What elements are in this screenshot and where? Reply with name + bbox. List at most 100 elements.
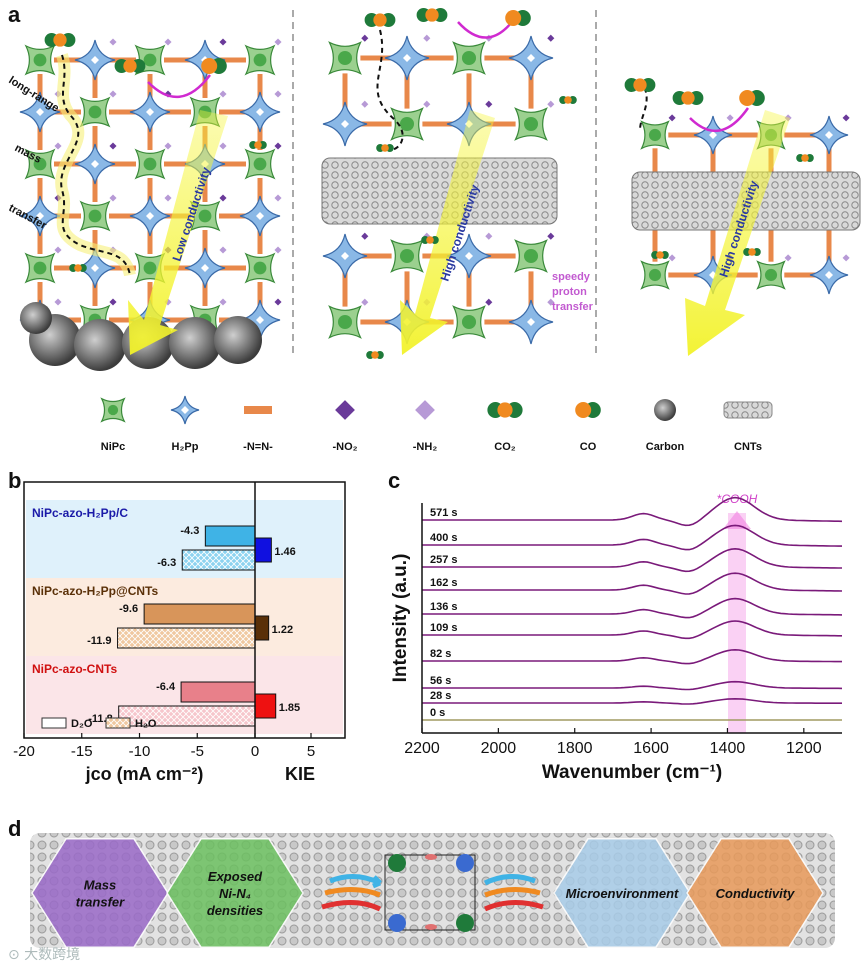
- substituent: [219, 142, 227, 150]
- co2-icon: [487, 402, 523, 418]
- substituent: [361, 100, 369, 108]
- azo-linker: [219, 57, 246, 63]
- h2pp-unit: [384, 35, 430, 81]
- proton-transfer-line-2: proton: [552, 286, 587, 298]
- azo-linker: [37, 74, 43, 98]
- co2-molecule: [114, 59, 146, 73]
- substituent: [361, 34, 369, 42]
- tick-label: 1400: [710, 740, 746, 757]
- substituent: [109, 142, 117, 150]
- tick-label: -20: [13, 743, 35, 760]
- azo-linker: [164, 109, 191, 115]
- nipc-unit: [390, 239, 424, 273]
- co-molecule: [575, 402, 601, 418]
- azo-linker: [219, 213, 246, 219]
- proton-transfer-line-1: speedy: [552, 271, 591, 283]
- trace-time-label: 257 s: [430, 554, 458, 566]
- tick-label: -10: [129, 743, 151, 760]
- legend-label: -NH₂: [413, 441, 438, 453]
- trace-time-label: 0 s: [430, 707, 445, 719]
- legend-label: Carbon: [646, 441, 685, 453]
- legend-swatch-d2o: [41, 717, 67, 729]
- azo-linker: [342, 271, 348, 307]
- azo-linker: [466, 73, 472, 109]
- co2-molecule: [487, 402, 523, 418]
- arrow-left-red: [321, 900, 382, 912]
- azo-linker: [219, 161, 246, 167]
- nipc-unit: [452, 305, 486, 339]
- h2pp-unit: [239, 91, 281, 133]
- panel-label-a: a: [8, 2, 21, 27]
- legend-swatch-h2o: [105, 717, 131, 729]
- group-title: NiPc-azo-CNTs: [32, 662, 117, 676]
- azo-linker: [147, 178, 153, 202]
- h2pp-icon: [170, 395, 200, 425]
- azo-linker: [257, 126, 263, 150]
- mass-transfer-dashes-right: [639, 79, 648, 131]
- h2pp-unit: [129, 195, 171, 237]
- co2-molecule: [416, 8, 448, 22]
- azo-linker: [404, 73, 410, 109]
- nipc-unit: [390, 107, 424, 141]
- trace-time-label: 82 s: [430, 648, 451, 660]
- substituent: [274, 90, 282, 98]
- cooh-highlight-band: [728, 513, 746, 733]
- legend-label: CO: [580, 441, 597, 453]
- substituent: [547, 100, 555, 108]
- legend-label-h2o: H₂O: [135, 718, 157, 730]
- azo-linker: [257, 74, 263, 98]
- azo-linker: [164, 317, 191, 323]
- tick-label: 1800: [557, 740, 593, 757]
- tick-label: -5: [191, 743, 204, 760]
- hexagon-label: Mass: [84, 878, 117, 893]
- nipc-unit: [328, 41, 362, 75]
- tick-label: 2200: [404, 740, 440, 757]
- azo-linker: [652, 148, 658, 192]
- substituent: [547, 34, 555, 42]
- nh2-icon: [415, 400, 435, 420]
- nipc-unit: [640, 260, 670, 290]
- substituent: [668, 254, 676, 262]
- substituent: [54, 142, 62, 150]
- nipc-unit: [640, 120, 670, 150]
- trace-time-label: 56 s: [430, 675, 451, 687]
- h2pp-unit: [184, 247, 226, 289]
- d2o-bar: [180, 681, 256, 703]
- cooh-arrow-head: [723, 511, 751, 529]
- nipc-unit: [79, 96, 111, 128]
- spectrum-trace: [422, 648, 842, 665]
- co2-molecule: [366, 351, 384, 359]
- hexagon: [553, 838, 691, 948]
- substituent: [423, 34, 431, 42]
- no2-icon: [335, 400, 355, 420]
- mass-transfer-dashes-middle: [376, 29, 404, 151]
- hexagon: [686, 838, 824, 948]
- substituent: [547, 298, 555, 306]
- proton-transfer-line-3: transfer: [552, 301, 594, 313]
- kie-bar: [254, 537, 272, 563]
- watermark: ⊙ 大数跨境: [8, 947, 81, 963]
- azo-linker: [92, 230, 98, 254]
- panel-label-c: c: [388, 468, 401, 493]
- tick-label: 1600: [633, 740, 669, 757]
- substituent: [547, 232, 555, 240]
- substituent: [219, 246, 227, 254]
- cnt-middle: [321, 157, 558, 225]
- co2-molecule: [743, 248, 761, 256]
- hexagon-label: transfer: [76, 895, 125, 910]
- panel-d-summary-graphic: Mass transfer Exposed Ni-N₄ densities Microen…: [30, 833, 835, 948]
- group-title: NiPc-azo-H₂Pp@CNTs: [32, 584, 158, 598]
- azo-linker: [37, 178, 43, 202]
- kie-bar: [254, 693, 277, 719]
- legend-row: NiPc H₂Pp -N=N- -NO₂ -NH₂ CO₂ CO Carbon CNTs: [100, 395, 773, 453]
- gas-molecules: [44, 8, 814, 359]
- h2pp-unit: [170, 395, 200, 425]
- trace-time-label: 109 s: [430, 622, 458, 634]
- azo-linker: [147, 282, 153, 306]
- nipc-unit: [756, 260, 786, 290]
- azo-linker: [202, 178, 208, 202]
- azo-linker: [360, 55, 392, 61]
- nipc-unit: [79, 200, 111, 232]
- azo-linker: [826, 218, 832, 262]
